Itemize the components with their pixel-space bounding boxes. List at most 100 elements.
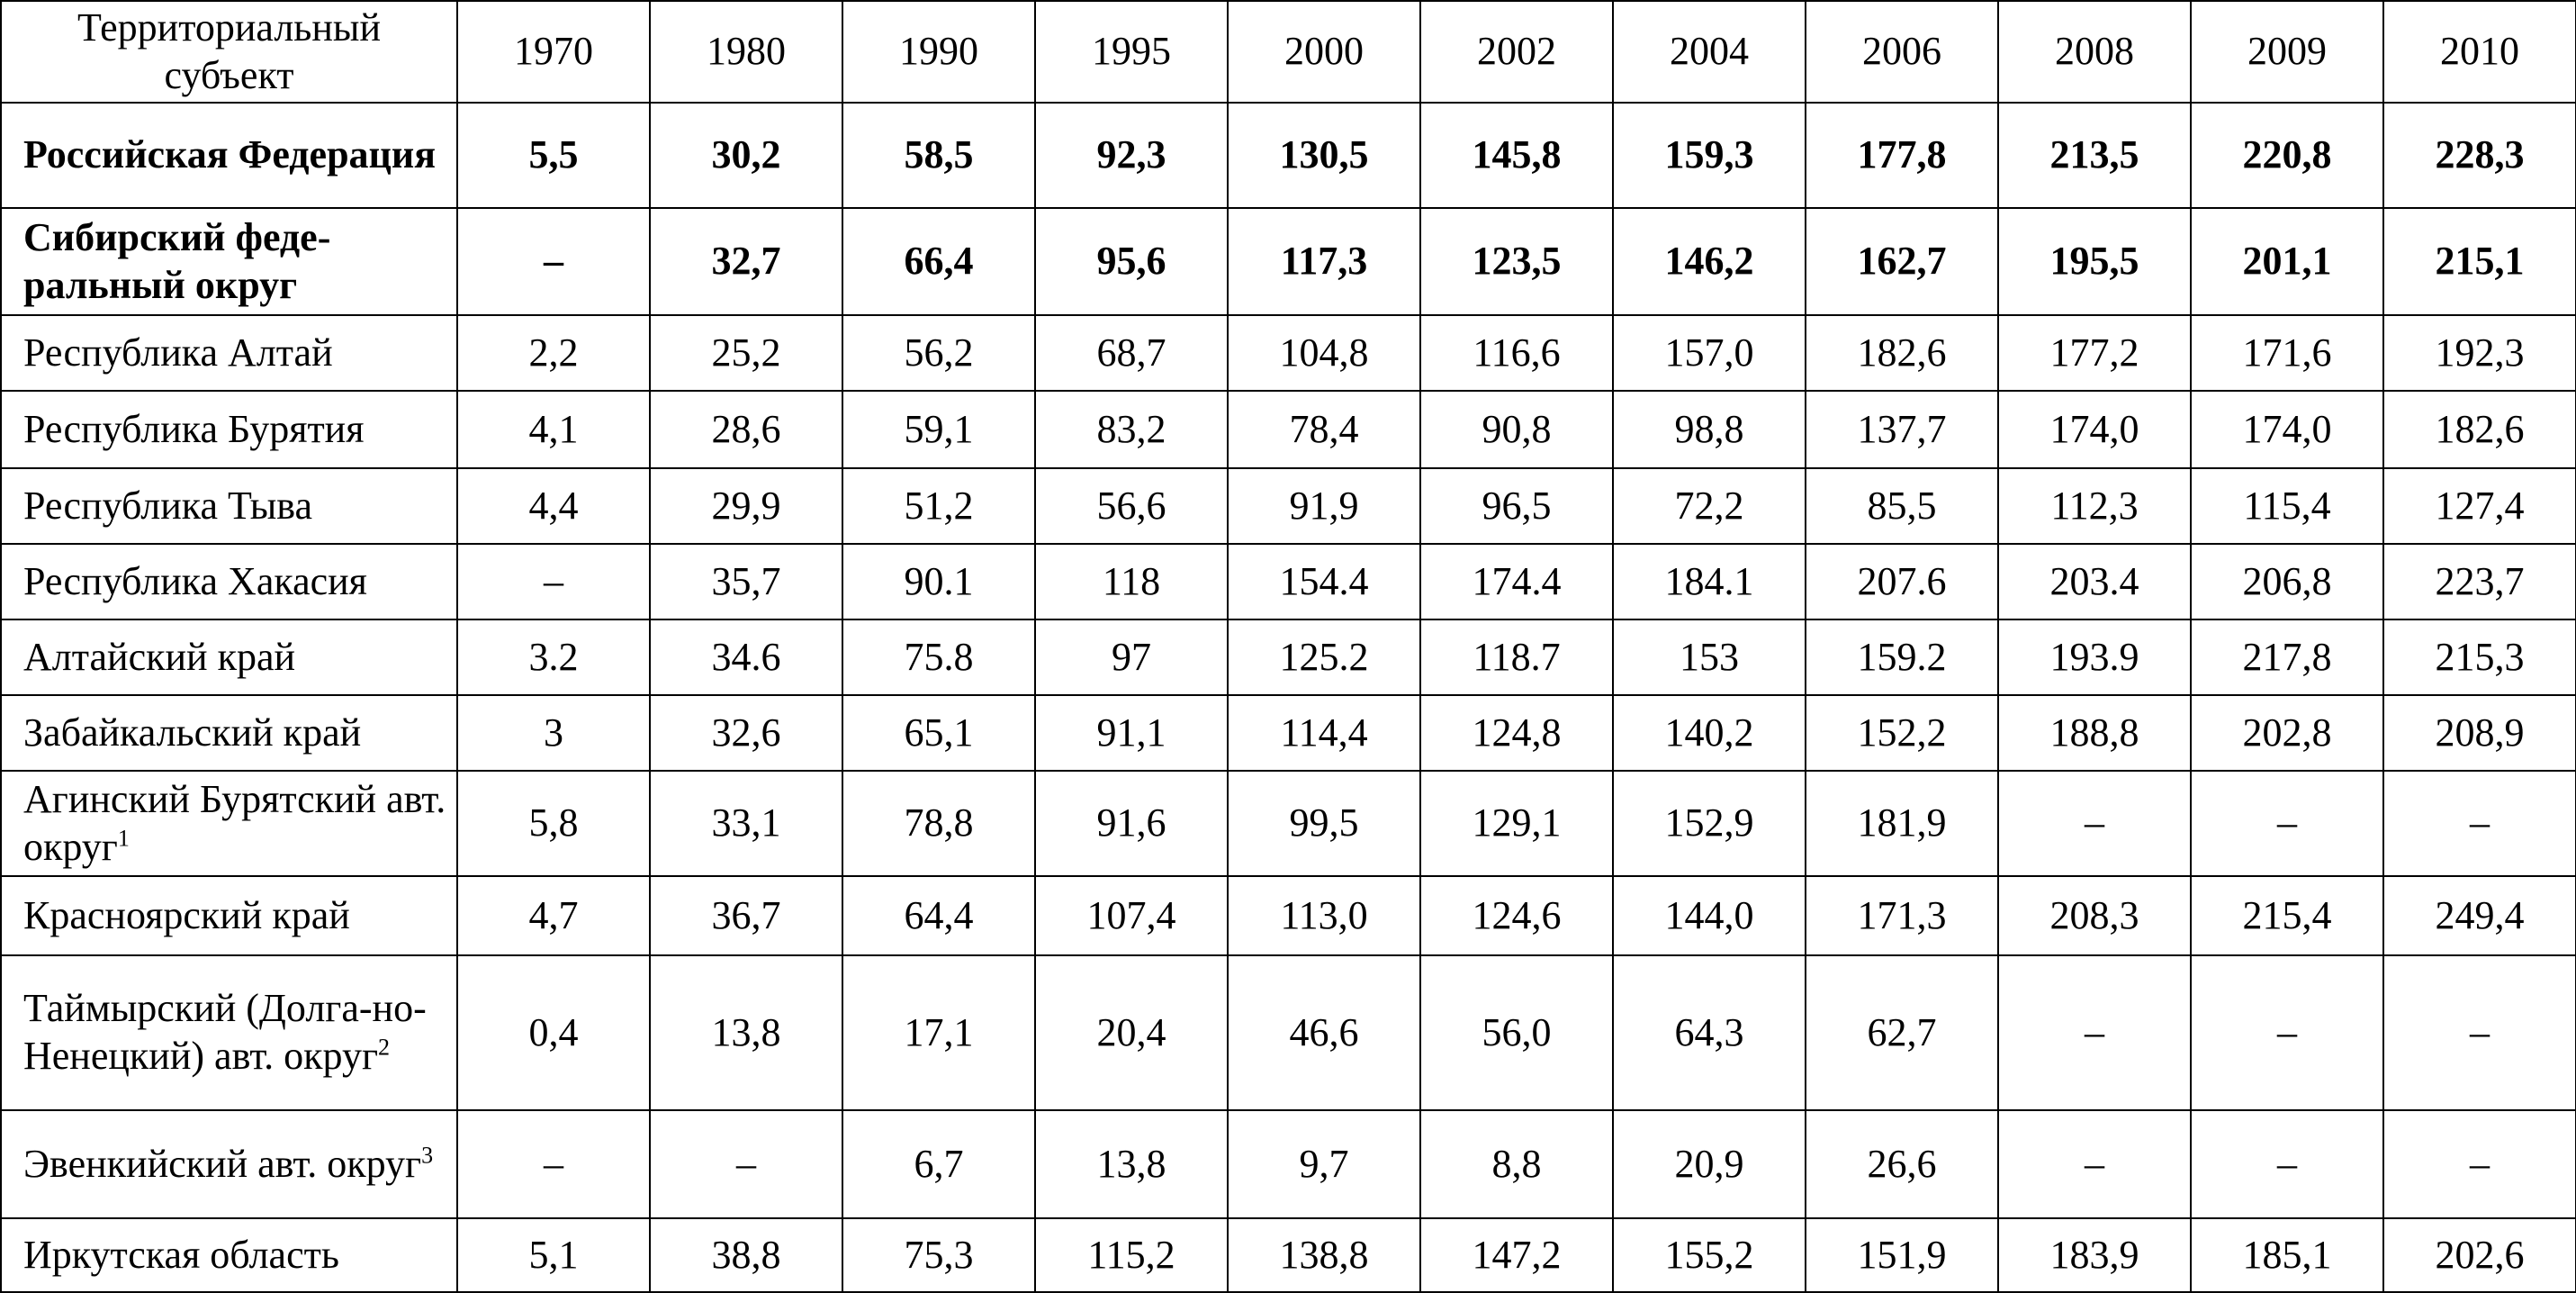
- value-cell: 99,5: [1227, 770, 1421, 877]
- value-cell: 64,4: [842, 875, 1036, 956]
- row-name: Забайкальский край: [23, 710, 362, 755]
- value-cell: –: [1997, 954, 2192, 1111]
- row-name: Республика Бурятия: [23, 406, 365, 451]
- row-name-cell: Российская Федерация: [0, 102, 458, 209]
- value-cell: 17,1: [842, 954, 1036, 1111]
- row-name: Таймырский (Долга-но-Ненецкий) авт. окру…: [23, 986, 427, 1078]
- row-name: Красноярский край: [23, 892, 350, 937]
- value-cell: 75.8: [842, 619, 1036, 696]
- footnote-mark: 3: [421, 1141, 434, 1168]
- value-cell: 56,6: [1034, 467, 1229, 545]
- value-cell: 118.7: [1419, 619, 1614, 696]
- row-name: Сибирский феде-ральный округ: [23, 214, 331, 307]
- row-name: Республика Тыва: [23, 483, 313, 528]
- value-cell: –: [2190, 770, 2384, 877]
- value-cell: 107,4: [1034, 875, 1229, 956]
- value-cell: 152,9: [1612, 770, 1806, 877]
- value-cell: 195,5: [1997, 207, 2192, 316]
- value-cell: 38,8: [649, 1217, 843, 1293]
- value-cell: 4,7: [456, 875, 651, 956]
- value-cell: –: [1997, 1109, 2192, 1219]
- value-cell: 30,2: [649, 102, 843, 209]
- row-name: Иркутская область: [23, 1232, 339, 1277]
- value-cell: 177,2: [1997, 314, 2192, 392]
- value-cell: 62,7: [1805, 954, 1999, 1111]
- value-cell: 213,5: [1997, 102, 2192, 209]
- value-cell: 144,0: [1612, 875, 1806, 956]
- value-cell: 4,4: [456, 467, 651, 545]
- value-cell: 249,4: [2382, 875, 2576, 956]
- value-cell: 152,2: [1805, 694, 1999, 772]
- value-cell: 92,3: [1034, 102, 1229, 209]
- header-name-cell: Территориальный субъект: [0, 0, 458, 104]
- value-cell: 3.2: [456, 619, 651, 696]
- header-year-cell: 1970: [456, 0, 651, 104]
- footnote-mark: 2: [378, 1034, 391, 1061]
- value-cell: 13,8: [649, 954, 843, 1111]
- value-cell: 207.6: [1805, 543, 1999, 620]
- value-cell: 2,2: [456, 314, 651, 392]
- value-cell: 6,7: [842, 1109, 1036, 1219]
- value-cell: 8,8: [1419, 1109, 1614, 1219]
- row-name-cell: Забайкальский край: [0, 694, 458, 772]
- value-cell: 181,9: [1805, 770, 1999, 877]
- row-name-cell: Республика Алтай: [0, 314, 458, 392]
- value-cell: 72,2: [1612, 467, 1806, 545]
- table-row: Республика Бурятия 4,1 28,6 59,1 83,2 78,4 90,…: [0, 390, 2576, 469]
- header-year-cell: 2000: [1227, 0, 1421, 104]
- value-cell: –: [2382, 954, 2576, 1111]
- row-name-cell: Республика Бурятия: [0, 390, 458, 469]
- table-row: Иркутская область 5,1 38,8 75,3 115,2 138,8 14…: [0, 1217, 2576, 1293]
- value-cell: 97: [1034, 619, 1229, 696]
- header-year-cell: 2008: [1997, 0, 2192, 104]
- table-row: Агинский Бурятский авт. округ1 5,8 33,1 78,…: [0, 770, 2576, 877]
- value-cell: 130,5: [1227, 102, 1421, 209]
- value-cell: 91,9: [1227, 467, 1421, 545]
- table-row: Республика Хакасия –35,7 90.1 118 154.4 174.4…: [0, 543, 2576, 620]
- value-cell: 182,6: [1805, 314, 1999, 392]
- value-cell: 28,6: [649, 390, 843, 469]
- table-row: Сибирский феде-ральный округ –32,7 66,4 95,…: [0, 207, 2576, 316]
- value-cell: 91,6: [1034, 770, 1229, 877]
- value-cell: 215,1: [2382, 207, 2576, 316]
- value-cell: –: [2190, 1109, 2384, 1219]
- value-cell: 116,6: [1419, 314, 1614, 392]
- value-cell: 137,7: [1805, 390, 1999, 469]
- header-year-cell: 2002: [1419, 0, 1614, 104]
- value-cell: 162,7: [1805, 207, 1999, 316]
- value-cell: 25,2: [649, 314, 843, 392]
- row-name-cell: Красноярский край: [0, 875, 458, 956]
- value-cell: 20,9: [1612, 1109, 1806, 1219]
- footnote-mark: 1: [117, 824, 130, 851]
- table-row: Республика Тыва 4,4 29,9 51,2 56,6 91,9 96,5 72…: [0, 467, 2576, 545]
- value-cell: 159.2: [1805, 619, 1999, 696]
- row-name-cell: Таймырский (Долга-но-Ненецкий) авт. окру…: [0, 954, 458, 1111]
- table-row: Эвенкийский авт. округ3– –6,7 13,8 9,7 8,8 20…: [0, 1109, 2576, 1219]
- header-year-cell: 1995: [1034, 0, 1229, 104]
- value-cell: 151,9: [1805, 1217, 1999, 1293]
- value-cell: –: [456, 543, 651, 620]
- value-cell: 29,9: [649, 467, 843, 545]
- header-year-cell: 2006: [1805, 0, 1999, 104]
- header-year-cell: 2010: [2382, 0, 2576, 104]
- value-cell: 215,3: [2382, 619, 2576, 696]
- value-cell: –: [456, 1109, 651, 1219]
- value-cell: 91,1: [1034, 694, 1229, 772]
- value-cell: 115,2: [1034, 1217, 1229, 1293]
- value-cell: 114,4: [1227, 694, 1421, 772]
- value-cell: 83,2: [1034, 390, 1229, 469]
- value-cell: –: [456, 207, 651, 316]
- value-cell: 98,8: [1612, 390, 1806, 469]
- value-cell: 36,7: [649, 875, 843, 956]
- value-cell: 66,4: [842, 207, 1036, 316]
- value-cell: 147,2: [1419, 1217, 1614, 1293]
- value-cell: 171,6: [2190, 314, 2384, 392]
- row-name-cell: Эвенкийский авт. округ3: [0, 1109, 458, 1219]
- value-cell: 51,2: [842, 467, 1036, 545]
- value-cell: 3: [456, 694, 651, 772]
- row-name-cell: Республика Тыва: [0, 467, 458, 545]
- value-cell: 208,3: [1997, 875, 2192, 956]
- value-cell: 26,6: [1805, 1109, 1999, 1219]
- value-cell: 20,4: [1034, 954, 1229, 1111]
- value-cell: –: [2382, 1109, 2576, 1219]
